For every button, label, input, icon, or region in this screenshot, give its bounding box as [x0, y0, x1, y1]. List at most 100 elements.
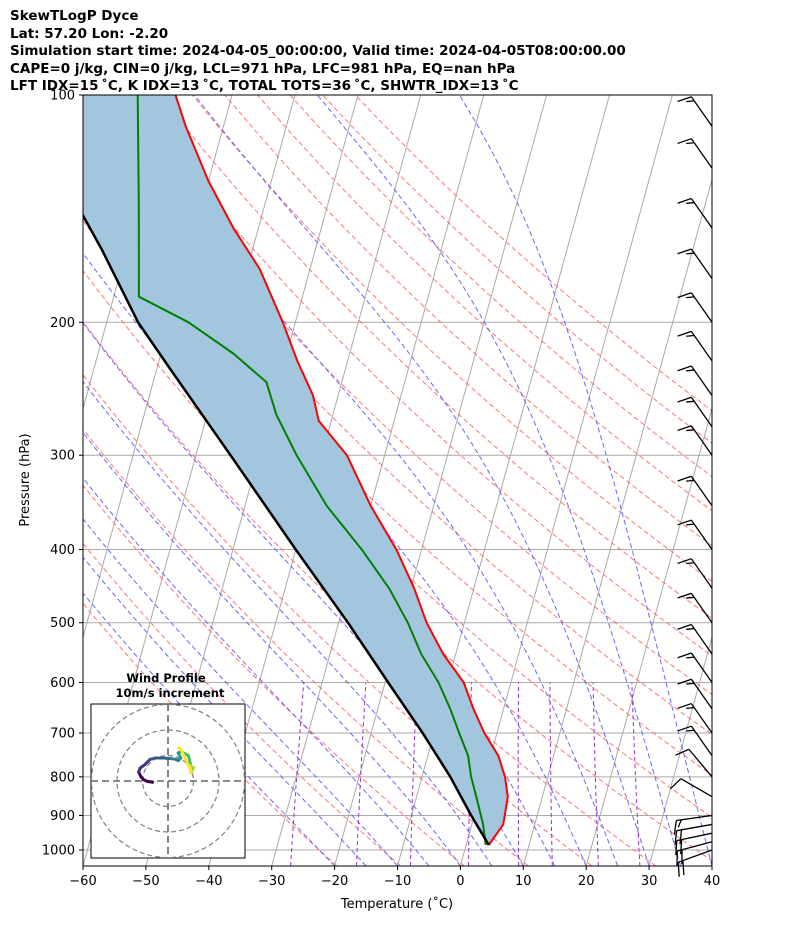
x-tick-label: 40: [704, 874, 721, 889]
wind-barb: [677, 248, 713, 279]
wind-barb: [673, 814, 713, 835]
y-tick-label: 300: [50, 449, 75, 464]
wind-barb: [677, 702, 713, 734]
isotherm: [459, 95, 673, 866]
instability-line: CAPE=0 j/kg, CIN=0 j/kg, LCL=971 hPa, LF…: [10, 60, 516, 77]
dry-adiabat: [83, 269, 712, 862]
dry-adiabat: [83, 542, 401, 866]
hodograph-subtitle: 10m/s increment: [116, 686, 225, 700]
x-tick-label: −10: [384, 874, 411, 889]
wind-barb: [677, 623, 713, 655]
x-tick-label: 0: [456, 874, 464, 889]
y-tick-label: 800: [50, 770, 75, 785]
chart-grid: [83, 95, 794, 866]
wind-barb: [677, 425, 713, 456]
y-axis-label: Pressure (hPa): [18, 433, 33, 526]
x-tick-label: −40: [195, 874, 222, 889]
isotherm: [334, 95, 548, 866]
hodograph-inset: [90, 703, 246, 859]
axes: −60 −50 −40 −30 −20 −10 0 10 20 30 40 100 200 300 400 5…: [42, 89, 720, 890]
dry-adiabat: [191, 95, 712, 583]
cape-area: [83, 95, 508, 845]
wind-barb: [677, 197, 713, 229]
wind-barb: [677, 519, 713, 550]
mixing-ratio-line: [517, 682, 520, 866]
wind-barb: [677, 365, 713, 396]
wind-barb: [677, 96, 713, 127]
mixing-ratio-line: [549, 682, 553, 866]
wind-barb: [677, 138, 713, 169]
mixing-ratio-line: [355, 682, 367, 866]
mixing-ratio-line: [631, 682, 641, 866]
cape-shading: [83, 95, 508, 845]
wind-barb: [677, 292, 713, 323]
wind-barb: [676, 841, 713, 866]
x-tick-label: 30: [641, 874, 658, 889]
x-axis-label: Temperature (˚C): [340, 896, 453, 912]
moist-adiabat: [83, 168, 587, 866]
moist-adiabat: [83, 477, 430, 866]
moist-adiabat: [316, 95, 681, 866]
location-line: Lat: 57.20 Lon: -2.20: [10, 25, 169, 42]
moist-adiabat: [101, 95, 619, 866]
wind-barb: [677, 678, 713, 710]
time-line: Simulation start time: 2024-04-05_00:00:…: [10, 43, 626, 59]
indices-line: LFT IDX=15 ˚C, K IDX=13 ˚C, TOTAL TOTS=3…: [10, 78, 519, 94]
wind-barb: [675, 748, 713, 778]
y-tick-label: 700: [50, 727, 75, 742]
moist-adiabat: [194, 95, 650, 866]
wind-barb: [677, 396, 713, 428]
moist-adiabat: [459, 95, 712, 866]
y-tick-label: 1000: [42, 844, 75, 859]
dry-adiabat: [322, 95, 712, 444]
dry-adiabat: [354, 95, 712, 412]
moist-adiabat: [83, 592, 335, 866]
wind-barbs: [669, 96, 713, 877]
moist-adiabat: [83, 556, 367, 866]
dry-adiabat: [289, 95, 712, 478]
moist-adiabat: [83, 380, 493, 866]
isotherm: [648, 635, 712, 866]
moist-adiabat: [83, 518, 398, 866]
hodograph-segment: [179, 747, 192, 772]
hodograph-ring: [91, 704, 245, 858]
wind-barb: [669, 778, 713, 798]
x-tick-label: −30: [258, 874, 285, 889]
y-tick-label: 500: [50, 616, 75, 631]
chart-header: SkewTLogP Dyce Lat: 57.20 Lon: -2.20 Sim…: [10, 8, 626, 96]
mixing-ratio-line: [409, 682, 418, 866]
dewpoint-line: [136, 95, 487, 846]
wind-barb: [677, 330, 713, 362]
hodograph-title: Wind Profile: [126, 671, 206, 685]
y-tick-label: 100: [50, 89, 75, 104]
wind-barb: [674, 823, 713, 846]
mixing-ratio-line: [592, 682, 599, 866]
wind-barb: [677, 558, 713, 589]
wind-barb: [677, 652, 713, 683]
wind-barb: [677, 475, 713, 507]
profile-lines: [83, 95, 509, 846]
y-tick-label: 200: [50, 316, 75, 331]
dry-adiabat: [257, 95, 712, 512]
x-tick-label: 10: [515, 874, 532, 889]
x-tick-label: −20: [321, 874, 348, 889]
moist-adiabat: [83, 431, 461, 866]
wind-barb: [677, 725, 713, 757]
isotherm: [271, 95, 485, 866]
mixing-ratio-line: [290, 682, 305, 866]
x-tick-label: −60: [69, 874, 96, 889]
isotherm: [711, 864, 712, 866]
dry-adiabat: [83, 321, 657, 866]
isotherm: [775, 95, 794, 866]
isotherm: [397, 95, 610, 866]
temperature-line: [174, 95, 509, 846]
parcel-path-line: [83, 213, 490, 846]
wind-barb: [677, 592, 713, 624]
y-tick-label: 400: [50, 543, 75, 558]
wind-barb: [677, 849, 713, 877]
dry-adiabat: [159, 95, 712, 619]
dry-adiabat: [83, 484, 465, 866]
wind-barb: [675, 832, 713, 856]
chart-title: SkewTLogP Dyce: [10, 8, 139, 24]
